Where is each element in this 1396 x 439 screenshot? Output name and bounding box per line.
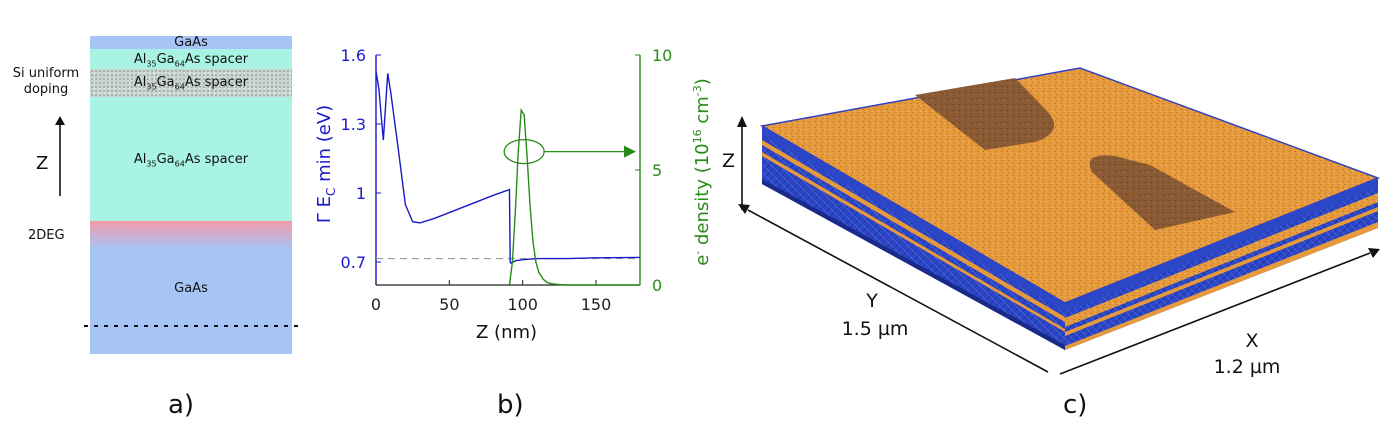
gaas-cap-layer [90, 36, 292, 49]
y-left-tick-label: 1 [356, 184, 366, 203]
x-tick-label: 150 [581, 295, 612, 314]
z-arrow-icon [55, 116, 65, 196]
spacer-layer-top [90, 49, 292, 69]
panel-label-b: b) [497, 390, 524, 420]
y-left-tick-label: 1.6 [341, 46, 366, 65]
x-axis-label: X [1245, 330, 1259, 352]
y-left-tick-label: 0.7 [341, 253, 366, 272]
band-edge-series-line [375, 70, 641, 265]
panel-label-a: a) [168, 390, 195, 420]
x-axis-dimension: 1.2 µm [1213, 356, 1281, 378]
x-axis-title: Z (nm) [476, 322, 538, 343]
device-3d-render [737, 67, 1381, 375]
y-right-tick-label: 5 [652, 161, 662, 180]
gaas-substrate-layer [90, 249, 292, 354]
x-tick-label: 0 [371, 295, 381, 314]
y-axis-label: Y [866, 290, 878, 312]
z-axis-label-a: Z [36, 153, 49, 174]
electron-density-series-line [508, 108, 640, 286]
highlight-arrow-head [624, 145, 636, 158]
y-left-axis-title: Γ EC min (eV) [314, 104, 338, 224]
gate-bottom-region [1089, 155, 1235, 230]
y-axis-dimension: 1.5 µm [841, 318, 909, 340]
z-axis-label-c: Z [722, 150, 736, 172]
doping-layer [90, 69, 292, 97]
highlight-ellipse [503, 138, 545, 165]
si-doping-label: Si uniform doping [12, 66, 80, 97]
x-tick-label: 50 [439, 295, 459, 314]
spacer-layer-main [90, 97, 292, 221]
y-left-tick-label: 1.3 [341, 115, 366, 134]
gaas-cap-label: GaAs [174, 35, 208, 50]
spacer-main-label: Al35Ga64As spacer [133, 152, 249, 169]
y-right-tick-label: 10 [652, 46, 672, 65]
gate-top-region [915, 78, 1055, 150]
x-tick-label: 100 [507, 295, 538, 314]
y-right-tick-label: 0 [652, 276, 662, 295]
gaas-substrate-label: GaAs [174, 281, 208, 296]
spacer-top-label: Al35Ga64As spacer [133, 52, 249, 69]
twodeg-label: 2DEG [28, 228, 65, 243]
y-right-axis-title: e- density (1016 cm-3) [691, 78, 713, 266]
spacer-doped-label: Al35Ga64As spacer [133, 75, 249, 92]
band-chart: 0 50 100 150 0.7 1 1.3 1.6 0 5 10 [341, 46, 673, 314]
twodeg-layer [90, 221, 292, 249]
panel-label-c: c) [1063, 390, 1088, 420]
